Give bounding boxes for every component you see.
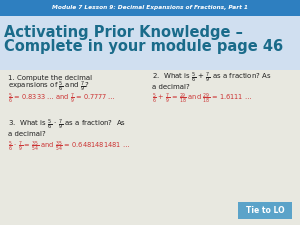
Text: $\frac{5}{6}$ + $\frac{7}{9}$ = $\frac{29}{18}$ and $\frac{29}{18}$ = 1.6111 …: $\frac{5}{6}$ + $\frac{7}{9}$ = $\frac{2… — [152, 92, 252, 106]
Text: expansions of $\frac{5}{6}$ and $\frac{7}{9}$?: expansions of $\frac{5}{6}$ and $\frac{7… — [8, 80, 90, 94]
Text: a decimal?: a decimal? — [152, 84, 190, 90]
Text: Tie to LO: Tie to LO — [246, 206, 284, 215]
Text: 3.  What is $\frac{5}{6}$ $\cdot$ $\frac{7}{9}$ as a fraction?  As: 3. What is $\frac{5}{6}$ $\cdot$ $\frac{… — [8, 118, 126, 132]
Text: $\frac{5}{6}$ $\cdot$ $\frac{7}{9}$ = $\frac{35}{54}$ and $\frac{35}{54}$ = 0.64: $\frac{5}{6}$ $\cdot$ $\frac{7}{9}$ = $\… — [8, 140, 130, 154]
Text: 2.  What is $\frac{5}{6}$ + $\frac{7}{9}$ as a fraction? As: 2. What is $\frac{5}{6}$ + $\frac{7}{9}$… — [152, 71, 272, 85]
Text: Module 7 Lesson 9: Decimal Expansions of Fractions, Part 1: Module 7 Lesson 9: Decimal Expansions of… — [52, 5, 248, 11]
FancyBboxPatch shape — [0, 16, 300, 70]
Text: $\frac{5}{6}$ = 0.8333 … and $\frac{7}{9}$ = 0.7777 …: $\frac{5}{6}$ = 0.8333 … and $\frac{7}{9… — [8, 92, 116, 106]
Text: Activating Prior Knowledge –: Activating Prior Knowledge – — [4, 25, 243, 40]
Text: 1. Compute the decimal: 1. Compute the decimal — [8, 75, 92, 81]
FancyBboxPatch shape — [0, 0, 300, 16]
FancyBboxPatch shape — [0, 70, 300, 225]
FancyBboxPatch shape — [238, 202, 292, 219]
Text: Complete in your module page 46: Complete in your module page 46 — [4, 40, 283, 54]
Text: a decimal?: a decimal? — [8, 131, 46, 137]
